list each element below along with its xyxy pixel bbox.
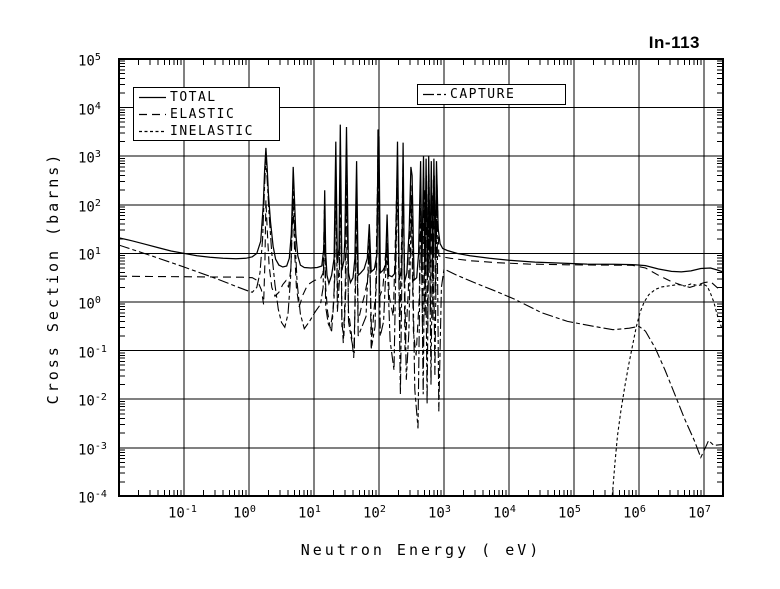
y-tick-label: 10-1 <box>78 343 107 362</box>
x-tick-label: 104 <box>493 504 516 522</box>
chart-title: In-113 <box>648 33 700 52</box>
total-line-sample <box>139 96 166 99</box>
legend-item-capture: CAPTURE <box>422 86 565 103</box>
series-total <box>119 124 723 286</box>
x-tick-label: 103 <box>428 504 451 522</box>
y-axis-title: Cross Section (barns) <box>44 151 62 405</box>
legend-label-elastic: ELASTIC <box>170 107 236 122</box>
series-inelastic <box>611 283 723 496</box>
capture-line-sample <box>423 93 446 96</box>
legend-primary: TOTAL ELASTIC INELASTIC <box>133 87 280 141</box>
plot-frame <box>118 58 724 497</box>
x-tick-label: 107 <box>688 504 711 522</box>
y-tick-label: 10-4 <box>78 489 107 508</box>
x-tick-label: 101 <box>298 504 321 522</box>
legend-item-elastic: ELASTIC <box>138 106 279 123</box>
series-elastic <box>119 143 723 358</box>
x-axis-title: Neutron Energy ( eV) <box>300 541 542 559</box>
legend-capture: CAPTURE <box>417 84 566 105</box>
legend-item-total: TOTAL <box>138 89 279 106</box>
legend-label-inelastic: INELASTIC <box>170 124 254 139</box>
x-tick-label: 102 <box>363 504 386 522</box>
y-tick-label: 103 <box>78 149 101 167</box>
legend-item-inelastic: INELASTIC <box>138 123 279 140</box>
elastic-line-sample <box>139 113 166 116</box>
y-tick-label: 10-3 <box>78 440 107 459</box>
x-tick-label: 105 <box>558 504 581 522</box>
y-tick-label: 102 <box>78 197 101 216</box>
x-tick-label: 100 <box>233 504 256 522</box>
y-tick-label: 104 <box>78 100 101 119</box>
y-tick-label: 10-2 <box>78 392 107 410</box>
legend-label-capture: CAPTURE <box>450 87 516 102</box>
x-tick-label: 10-1 <box>168 504 197 522</box>
inelastic-line-sample <box>139 130 166 133</box>
legend-label-total: TOTAL <box>170 90 217 105</box>
x-tick-label: 106 <box>623 504 646 522</box>
y-tick-label: 100 <box>78 295 101 313</box>
y-tick-label: 101 <box>78 246 101 265</box>
data-series <box>119 124 723 496</box>
series-capture <box>119 156 723 459</box>
y-tick-label: 105 <box>78 52 101 70</box>
grid-lines <box>119 59 723 496</box>
